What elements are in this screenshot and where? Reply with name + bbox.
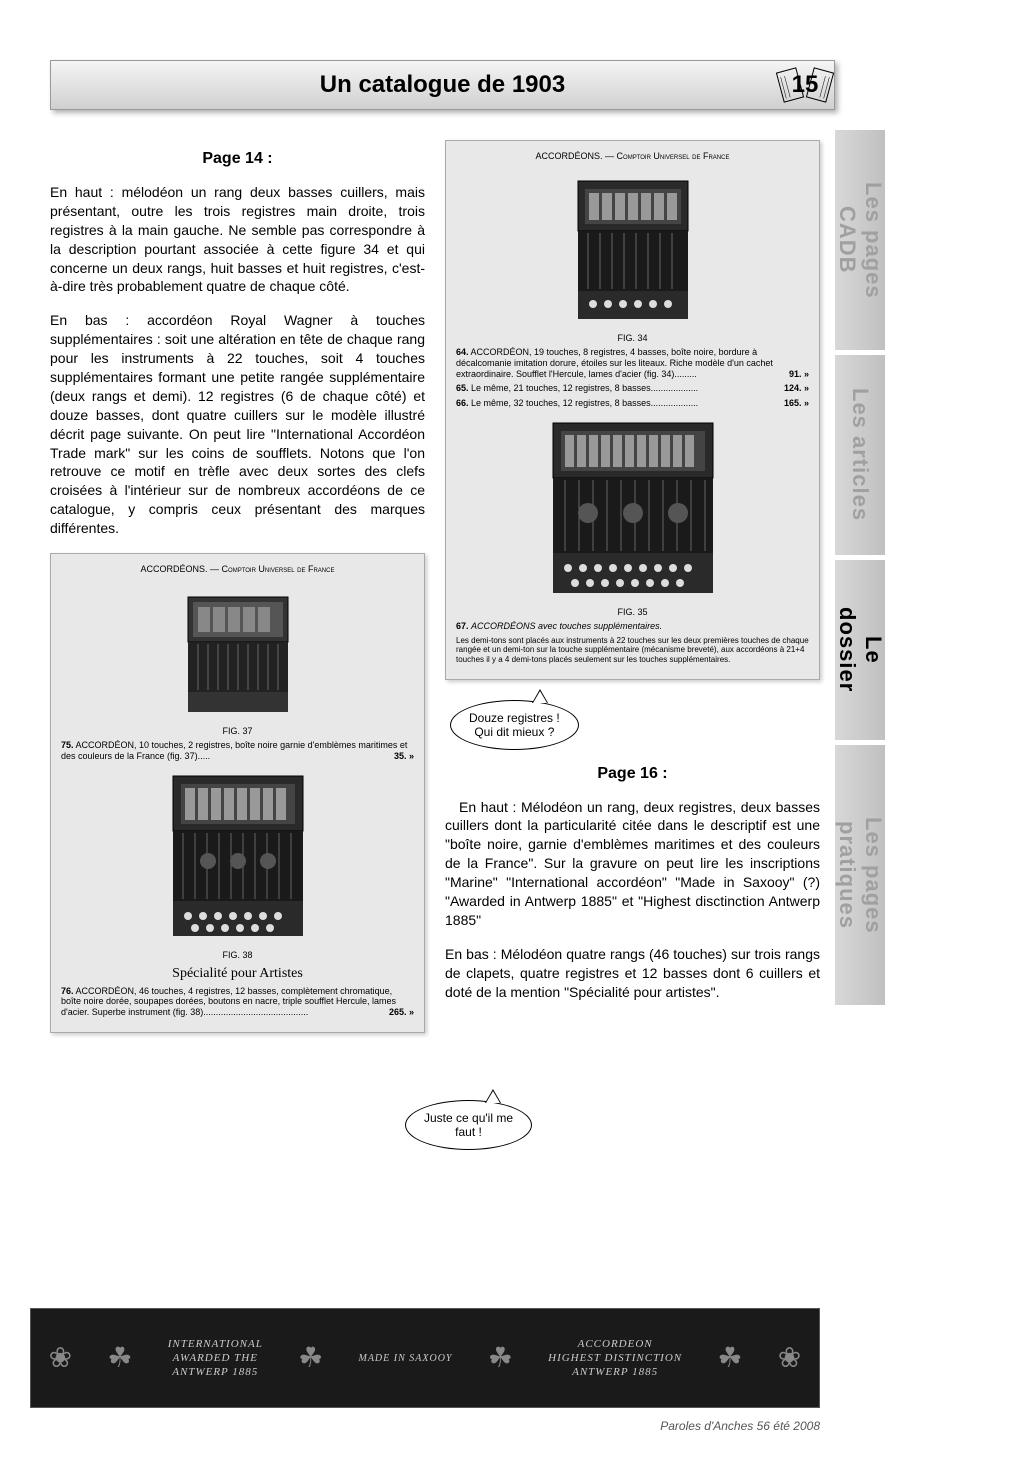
- item-price: 124. »: [784, 383, 809, 394]
- right-column: ACCORDÉONS. — Comptoir Universel de Fran…: [445, 140, 820, 1048]
- item-price: 35. »: [394, 751, 414, 762]
- item-number: 67.: [456, 621, 469, 631]
- trefoil-icon: ☘: [107, 1341, 132, 1375]
- paragraph: En bas : Mélodéon quatre rangs (46 touch…: [445, 945, 820, 1002]
- item-number: 64.: [456, 347, 469, 357]
- sidebar-tab-dossier[interactable]: Le dossier: [835, 560, 885, 740]
- sidebar-tab-label: Les pages pratiques: [834, 775, 886, 975]
- catalog-item: 67. ACCORDÉONS avec touches supplémentai…: [456, 621, 809, 632]
- bubble-wrapper: Juste ce qu'il me faut !: [405, 1095, 532, 1155]
- item-price: 91. »: [789, 369, 809, 380]
- item-heading: ACCORDÉONS avec touches supplémentaires.: [471, 621, 662, 631]
- sidebar-tab-articles[interactable]: Les articles: [835, 355, 885, 555]
- item-number: 76.: [61, 986, 74, 996]
- accordion-illustration-fig35: [533, 413, 733, 603]
- page-number: 15: [792, 71, 819, 99]
- item-price: 265. »: [389, 1007, 414, 1018]
- figure-label: FIG. 35: [456, 607, 809, 617]
- sidebar-tabs: Les pages CADB Les articles Le dossier L…: [835, 130, 885, 1410]
- sidebar-tab-pratiques[interactable]: Les pages pratiques: [835, 745, 885, 1005]
- catalog-scan-left: ACCORDÉONS. — Comptoir Universel de Fran…: [50, 553, 425, 1033]
- inscription-international: INTERNATIONAL awarded the Antwerp 1885: [168, 1337, 263, 1380]
- speech-bubble-registres: Douze registres ! Qui dit mieux ?: [450, 700, 579, 750]
- item-text: Le même, 21 touches, 12 registres, 8 bas…: [471, 383, 698, 393]
- paragraph: En haut : Mélodéon un rang, deux registr…: [445, 798, 820, 930]
- sidebar-tab-label: Les pages CADB: [834, 160, 886, 320]
- section-heading-p14: Page 14 :: [50, 150, 425, 168]
- catalog-caption: ACCORDÉONS. — Comptoir Universel de Fran…: [456, 151, 809, 161]
- bubble-text: Juste ce qu'il me faut !: [424, 1111, 513, 1139]
- main-content: Page 14 : En haut : mélodéon un rang deu…: [50, 140, 820, 1048]
- figure-label: FIG. 34: [456, 333, 809, 343]
- trefoil-icon: ☘: [298, 1341, 323, 1375]
- catalog-item: 64. ACCORDÉON, 19 touches, 8 registres, …: [456, 347, 809, 379]
- bubble-wrapper: Douze registres ! Qui dit mieux ?: [450, 695, 820, 755]
- item-text: ACCORDÉON, 10 touches, 2 registres, boît…: [61, 740, 407, 761]
- inscription-saxooy: Made in Saxooy: [358, 1352, 452, 1365]
- item-number: 65.: [456, 383, 469, 393]
- sidebar-tab-label: Le dossier: [834, 590, 886, 710]
- footer-inscription-image: ❀ ☘ INTERNATIONAL awarded the Antwerp 18…: [30, 1308, 820, 1408]
- trefoil-icon: ☘: [488, 1341, 513, 1375]
- item-number: 75.: [61, 740, 74, 750]
- catalog-item: 65. Le même, 21 touches, 12 registres, 8…: [456, 383, 809, 394]
- catalog-item: 75. ACCORDÉON, 10 touches, 2 registres, …: [61, 740, 414, 762]
- page-title: Un catalogue de 1903: [320, 71, 565, 99]
- header-bar: Un catalogue de 1903: [50, 60, 835, 110]
- inscription-accordeon: ACCORDEON highest distinction Antwerp 18…: [548, 1337, 682, 1380]
- document-page: Un catalogue de 1903 15 Les pages CADB L…: [0, 0, 1030, 1458]
- item-text: Le même, 32 touches, 12 registres, 8 bas…: [471, 398, 698, 408]
- section-heading-p16: Page 16 :: [445, 765, 820, 783]
- sidebar-tab-cadb[interactable]: Les pages CADB: [835, 130, 885, 350]
- sidebar-tab-label: Les articles: [847, 388, 873, 521]
- catalog-scan-right: ACCORDÉONS. — Comptoir Universel de Fran…: [445, 140, 820, 680]
- figure-label: FIG. 38: [61, 950, 414, 960]
- left-column: Page 14 : En haut : mélodéon un rang deu…: [50, 140, 425, 1048]
- item-number: 66.: [456, 398, 469, 408]
- trefoil-icon: ☘: [717, 1341, 742, 1375]
- speech-bubble-faut: Juste ce qu'il me faut !: [405, 1100, 532, 1150]
- catalog-item: 66. Le même, 32 touches, 12 registres, 8…: [456, 398, 809, 409]
- catalog-item: 76. ACCORDÉON, 46 touches, 4 registres, …: [61, 986, 414, 1018]
- accordion-illustration-fig37: [163, 582, 313, 722]
- ornament-icon: ❀: [778, 1341, 801, 1375]
- accordion-illustration-fig34: [553, 169, 713, 329]
- item-text: ACCORDÉON, 46 touches, 4 registres, 12 b…: [61, 986, 396, 1018]
- figure-label: FIG. 37: [61, 726, 414, 736]
- specialite-heading: Spécialité pour Artistes: [61, 966, 414, 982]
- paragraph: En bas : accordéon Royal Wagner à touche…: [50, 311, 425, 538]
- catalog-caption: ACCORDÉONS. — Comptoir Universel de Fran…: [61, 564, 414, 574]
- item-price: 165. »: [784, 398, 809, 409]
- ornament-icon: ❀: [49, 1341, 72, 1375]
- footer-credit: Paroles d'Anches 56 été 2008: [660, 1419, 820, 1433]
- page-number-badge: 15: [775, 55, 835, 115]
- item-text: ACCORDÉON, 19 touches, 8 registres, 4 ba…: [456, 347, 773, 379]
- accordion-illustration-fig38: [153, 766, 323, 946]
- paragraph: En haut : mélodéon un rang deux basses c…: [50, 183, 425, 296]
- bubble-text: Douze registres ! Qui dit mieux ?: [469, 711, 560, 739]
- item-note: Les demi-tons sont placés aux instrument…: [456, 636, 809, 665]
